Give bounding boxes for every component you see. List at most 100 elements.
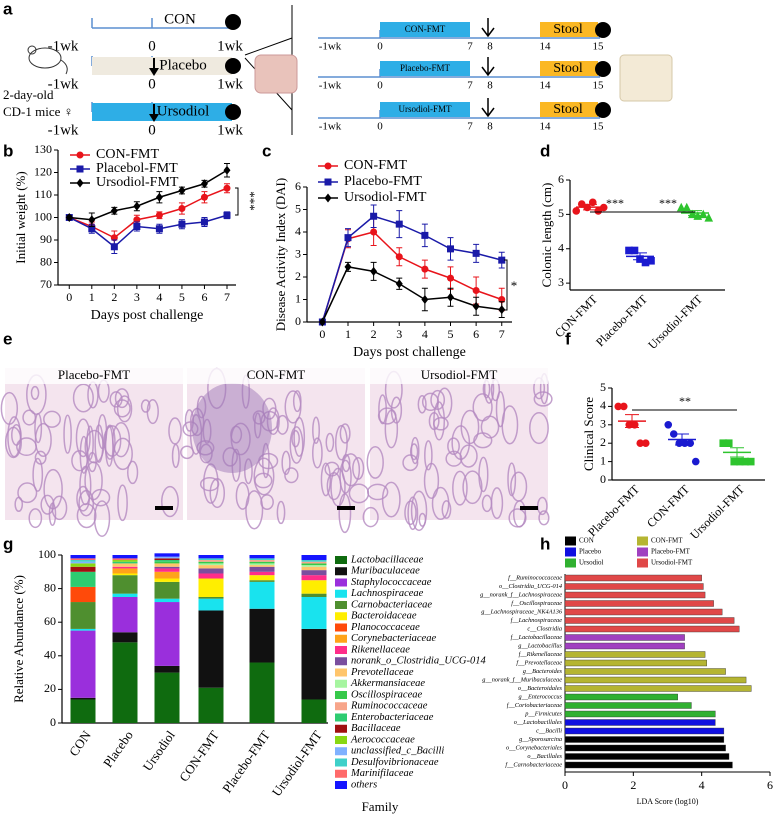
marker bbox=[370, 212, 378, 220]
y-tick-label: 3 bbox=[295, 246, 301, 260]
tissue bbox=[529, 412, 549, 445]
timeline-label: 15 bbox=[593, 80, 605, 92]
marker bbox=[223, 184, 231, 192]
tissue bbox=[312, 437, 323, 469]
y-tick-label: 100 bbox=[38, 547, 56, 561]
timeline-label: 7 bbox=[467, 41, 473, 53]
marker bbox=[664, 421, 673, 429]
timeline-label: -1wk bbox=[319, 80, 342, 92]
bar-segment bbox=[154, 581, 180, 599]
bar bbox=[564, 736, 725, 743]
bar-label: g__Enterococcus bbox=[519, 693, 563, 700]
legend-label: Lachnospiraceae bbox=[350, 588, 424, 599]
y-axis-label: Initial weight (%) bbox=[13, 171, 28, 263]
micrograph-label: Placebo-FMT bbox=[58, 367, 130, 382]
mouse-icon bbox=[27, 45, 37, 55]
tissue bbox=[113, 399, 131, 418]
legend-label: CON-FMT bbox=[344, 158, 407, 173]
bar-segment bbox=[154, 558, 180, 561]
marker bbox=[735, 457, 744, 466]
marker bbox=[641, 258, 650, 267]
y-tick-label: 6 bbox=[558, 172, 564, 186]
bar-segment bbox=[154, 566, 180, 569]
tissue bbox=[452, 470, 468, 506]
series-line bbox=[321, 215, 502, 323]
legend-label: Placebo-FMT bbox=[344, 174, 422, 189]
bar-label: f__Ruminococcaceae bbox=[508, 574, 562, 581]
bar-segment bbox=[154, 578, 180, 582]
y-tick-label: 120 bbox=[34, 164, 52, 178]
bar bbox=[564, 761, 733, 769]
y-axis-label: Disease Activity Index (DAI) bbox=[273, 178, 288, 331]
bar-segment bbox=[249, 575, 275, 581]
marker bbox=[472, 301, 480, 311]
bar-segment bbox=[154, 563, 180, 567]
bar-segment bbox=[112, 561, 138, 564]
stool-label: Stool bbox=[553, 22, 583, 37]
end-dot bbox=[595, 61, 611, 77]
timeline-label: 7 bbox=[467, 121, 473, 133]
bar-segment bbox=[198, 610, 224, 688]
bar-segment bbox=[249, 560, 275, 562]
bar bbox=[564, 583, 704, 590]
stool-photo bbox=[619, 54, 673, 102]
marker bbox=[594, 207, 603, 215]
legend-swatch bbox=[335, 781, 347, 789]
bar-segment bbox=[301, 628, 327, 700]
tissue bbox=[254, 472, 273, 489]
bar bbox=[564, 685, 752, 692]
x-axis-label: Family bbox=[362, 799, 399, 814]
bar-label: c__Bacilli bbox=[536, 727, 562, 734]
tissue bbox=[260, 494, 274, 510]
error-bar bbox=[730, 447, 744, 458]
series-line bbox=[69, 169, 228, 221]
tissue bbox=[171, 443, 180, 469]
legend-label: Enterobacteriaceae bbox=[350, 712, 434, 723]
marker bbox=[647, 256, 655, 265]
bar-label: f__Carnobacteriaceae bbox=[505, 761, 562, 768]
timeline-label: 7 bbox=[467, 80, 473, 92]
tissue bbox=[32, 457, 44, 492]
marker bbox=[746, 457, 755, 466]
bar-segment bbox=[301, 566, 327, 571]
bar-segment bbox=[154, 602, 180, 666]
end-dot bbox=[225, 14, 241, 30]
legend-label: Lactobacillaceae bbox=[350, 554, 424, 565]
y-tick-label: 0 bbox=[50, 715, 56, 729]
significance: *** bbox=[243, 191, 258, 211]
legend-swatch bbox=[335, 758, 347, 767]
legend-label: Placebo-FMT bbox=[651, 548, 691, 556]
bar-segment bbox=[301, 575, 327, 581]
timeline-label: -1wk bbox=[319, 41, 342, 53]
bar bbox=[564, 617, 735, 624]
bar-segment bbox=[70, 555, 96, 559]
tissue bbox=[366, 483, 389, 501]
bar bbox=[564, 659, 707, 667]
y-tick-label: 80 bbox=[40, 254, 52, 268]
pup-photo bbox=[254, 54, 298, 94]
bar-segment bbox=[301, 555, 327, 561]
legend-swatch bbox=[335, 736, 347, 744]
bar bbox=[564, 642, 685, 650]
tissue bbox=[276, 500, 286, 525]
legend-swatch bbox=[335, 657, 347, 666]
end-dot bbox=[225, 58, 241, 74]
tissue bbox=[536, 496, 548, 516]
bar-label: g__Lactobacillus bbox=[518, 642, 562, 649]
bar-segment bbox=[112, 563, 138, 567]
bar bbox=[564, 676, 747, 684]
legend-label: Ruminococcaceae bbox=[350, 701, 428, 712]
bar-segment bbox=[249, 608, 275, 663]
tissue bbox=[362, 506, 379, 528]
tissue bbox=[116, 395, 133, 423]
timeline-label: 14 bbox=[540, 121, 552, 133]
panel-label: a bbox=[3, 0, 13, 18]
legend-swatch bbox=[335, 691, 347, 699]
marker bbox=[178, 205, 186, 212]
bar-segment bbox=[70, 566, 96, 572]
timeline-label: -1wk bbox=[319, 121, 342, 133]
bar-label: f__Rikenellaceae bbox=[519, 651, 563, 658]
bar-segment bbox=[249, 580, 275, 582]
